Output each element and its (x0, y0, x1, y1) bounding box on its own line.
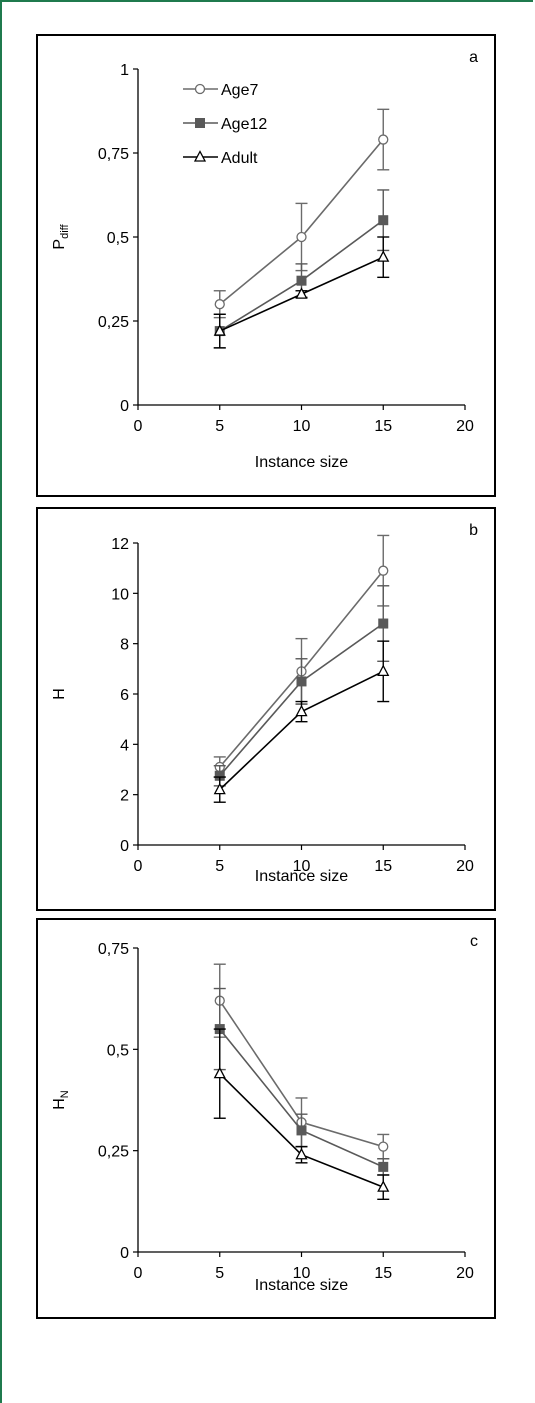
legend-label-age12: Age12 (221, 116, 267, 133)
y-tick-label: 0 (120, 1245, 129, 1262)
y-axis-label-main: P (51, 239, 68, 250)
data-point-adult (377, 664, 390, 677)
chart-panel-c: 0 0,25 0,5 0,75 0 5 10 15 20 Instance size HN c (36, 918, 496, 1319)
y-tick-label: 0,75 (98, 146, 129, 163)
y-tick-label: 8 (120, 637, 129, 654)
y-tick-label: 1 (120, 62, 129, 79)
y-tick-label: 0,75 (98, 941, 129, 958)
x-tick-label: 10 (293, 418, 311, 435)
data-point-age7 (214, 299, 225, 310)
x-tick-label: 10 (293, 1265, 311, 1282)
data-point-age12 (378, 215, 389, 226)
x-tick-label: 20 (456, 858, 474, 875)
data-point-adult (377, 250, 390, 262)
x-axis-label: Instance size (255, 868, 348, 885)
y-tick-label: 0 (120, 838, 129, 855)
y-tick-label: 0 (120, 398, 129, 415)
legend-marker-adult (193, 150, 207, 162)
data-point-adult (295, 704, 308, 717)
x-tick-label: 0 (134, 1265, 143, 1282)
data-point-age12 (296, 676, 307, 687)
y-axis-label-sub: diff (59, 223, 71, 238)
y-tick-label: 0,25 (98, 1144, 129, 1161)
data-point-age7 (378, 134, 389, 145)
y-axis-label-main: H (51, 688, 68, 700)
panel-letter: b (469, 522, 478, 539)
y-axis-label: Pdiff (51, 223, 71, 249)
x-tick-label: 20 (456, 1265, 474, 1282)
y-tick-label: 10 (111, 586, 129, 603)
legend-label-age7: Age7 (221, 82, 258, 99)
x-tick-label: 15 (374, 418, 392, 435)
y-tick-label: 6 (120, 687, 129, 704)
chart-panel-a: 0 0,25 0,5 0,75 1 0 5 10 15 20 Instance size Pdiff a… (36, 34, 496, 497)
y-tick-label: 12 (111, 536, 129, 553)
y-tick-label: 0,25 (98, 314, 129, 331)
x-tick-label: 5 (215, 418, 224, 435)
legend-marker-age7 (194, 83, 206, 95)
x-tick-label: 15 (374, 858, 392, 875)
y-axis-label: H (51, 688, 68, 700)
panel-letter: a (469, 49, 478, 66)
y-axis-label: HN (51, 1090, 71, 1110)
legend-label-adult: Adult (221, 150, 258, 167)
x-axis-label: Instance size (255, 454, 348, 471)
data-point-adult (213, 1066, 226, 1079)
legend-marker-age12 (195, 118, 205, 128)
y-tick-label: 2 (120, 788, 129, 805)
x-tick-label: 10 (293, 858, 311, 875)
data-point-adult (377, 1180, 390, 1192)
data-point-age7 (378, 565, 389, 576)
y-axis-label-main: H (51, 1098, 68, 1110)
x-tick-label: 15 (374, 1265, 392, 1282)
data-point-adult (213, 324, 226, 336)
y-tick-label: 0,5 (107, 230, 129, 247)
x-tick-label: 5 (215, 858, 224, 875)
x-axis-label: Instance size (255, 1277, 348, 1294)
y-axis-label-sub: N (59, 1090, 71, 1098)
data-point-age12 (378, 618, 389, 629)
x-tick-label: 0 (134, 418, 143, 435)
x-tick-label: 20 (456, 418, 474, 435)
data-point-age7 (378, 1141, 389, 1152)
data-point-adult (295, 287, 308, 299)
data-point-adult (295, 1147, 308, 1160)
y-tick-label: 4 (120, 737, 129, 754)
data-point-age7 (296, 231, 307, 243)
x-tick-label: 5 (215, 1265, 224, 1282)
x-tick-label: 0 (134, 858, 143, 875)
data-point-adult (213, 782, 226, 795)
data-point-age12 (378, 1161, 389, 1172)
panel-letter: c (470, 933, 478, 950)
y-tick-label: 0,5 (107, 1042, 129, 1059)
chart-b-svg: 0 2 4 6 8 10 12 0 5 10 15 20 Instance size Hb (51, 522, 478, 885)
data-point-age12 (296, 1125, 307, 1136)
data-point-age12 (296, 275, 307, 286)
